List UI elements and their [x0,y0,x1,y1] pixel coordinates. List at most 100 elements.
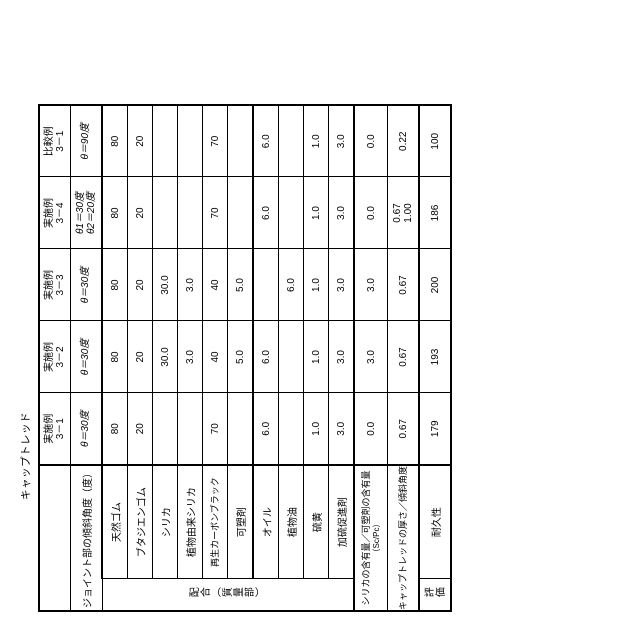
cell: 0.0 [354,176,388,249]
cell: 20 [127,320,153,393]
cell: 0.67 [387,248,419,321]
cell [227,392,253,465]
angle-value-2: θ＝30度 [70,248,102,321]
column-header-number-1: 3－2 [55,346,66,368]
table-row: シリカ 30.0 30.0 [152,104,178,611]
row-label: 植物由来シリカ [177,464,203,579]
table-row: オイル 6.0 6.0 6.0 6.0 [253,104,279,611]
row-label: ブタジエンゴム [127,464,153,579]
cell: 3.0 [177,248,203,321]
cell: 3.0 [177,320,203,393]
cell: 70 [202,392,228,465]
column-header-1: 実施例 3－2 [39,320,71,393]
cell: 40 [202,248,228,321]
column-header-0: 実施例 3－1 [39,392,71,465]
table-row: 配合（質量部） 天然ゴム 80 80 80 80 80 [102,104,354,611]
cell: 0.67 [387,320,419,393]
row-label: オイル [253,464,279,579]
angle-value-4: θ＝90度 [70,104,102,177]
cell: 0.0 [354,104,388,177]
group-label-evaluation: 評価 [419,578,451,611]
cell [152,392,178,465]
cell: 70 [202,104,228,177]
row-label: 再生カーボンブラック [202,464,228,579]
row-label-silica-plasticizer-ratio-line1: シリカの含有量／可塑剤の含有量 [360,470,371,606]
column-header-number-0: 3－1 [55,418,66,440]
cell: 80 [102,392,128,465]
row-label: シリカ [152,464,178,579]
row-label-thickness-angle-ratio: キャップトレッドの厚さ／傾斜角度 [387,464,419,611]
cell: 40 [202,320,228,393]
cell: 3.0 [354,248,388,321]
angle-value-3-line1: θ1＝30度 [74,191,86,235]
cell [278,392,304,465]
table-row: 植物油 6.0 [278,104,304,611]
cell [227,104,253,177]
cell: 100 [419,104,451,177]
cell: 20 [127,248,153,321]
cell: 1.0 [303,392,329,465]
cell [177,392,203,465]
table-header-row-names: 実施例 3－1 実施例 3－2 実施例 [39,104,71,611]
cell: 0.0 [354,392,388,465]
table-row: 可塑剤 5.0 5.0 [227,104,253,611]
cell: 1.0 [303,104,329,177]
cell: 6.0 [253,392,279,465]
column-header-name-4: 比較例 [43,126,55,157]
header-corner-blank [39,464,71,611]
cell: 80 [102,176,128,249]
column-header-3: 実施例 3－4 [39,176,71,249]
angle-value-3: θ1＝30度 θ2＝20度 [70,176,102,249]
column-header-4: 比較例 3－1 [39,104,71,177]
group-label-evaluation-text: 評価 [424,588,446,600]
cell: 80 [102,248,128,321]
angle-value-3-line2: θ2＝20度 [86,191,97,235]
cell: 1.0 [303,248,329,321]
row-label-silica-plasticizer-ratio: シリカの含有量／可塑剤の含有量 （Sc/Pc） [354,464,388,611]
cell: 5.0 [227,320,253,393]
cell: 0.67 [387,392,419,465]
cell: 6.0 [253,104,279,177]
cell: 70 [202,176,228,249]
row-label: 耐久性 [419,464,451,579]
table-title: キャップトレッド [20,412,32,500]
table-row: キャップトレッドの厚さ／傾斜角度 0.67 0.67 0.67 0.67 1.0… [387,104,419,611]
cell [152,176,178,249]
row-label-silica-plasticizer-ratio-line2: （Sc/Pc） [372,519,381,557]
cell: 200 [419,248,451,321]
group-label-compound-text: 配合（質量部） [189,588,267,600]
row-label-joint-angle: ジョイント部の傾斜角度（度） [70,464,102,611]
table-row: 再生カーボンブラック 70 40 40 70 70 [202,104,228,611]
cell [177,104,203,177]
cell: 30.0 [152,320,178,393]
cell: 1.0 [303,320,329,393]
angle-value-0: θ＝30度 [70,392,102,465]
cell: 20 [127,392,153,465]
cell: 3.0 [354,320,388,393]
cell [177,176,203,249]
cell [227,176,253,249]
cell: 193 [419,320,451,393]
cell: 80 [102,104,128,177]
column-header-number-3: 3－4 [55,202,66,224]
row-label: 加硫促進剤 [328,464,354,579]
table-row: ブタジエンゴム 20 20 20 20 20 [127,104,153,611]
table-row: 評価 耐久性 179 193 200 186 100 [419,104,451,611]
cell: 3.0 [328,248,354,321]
cell [152,104,178,177]
cell: 6.0 [253,176,279,249]
column-header-name-2: 実施例 [43,269,55,300]
cell [278,104,304,177]
specimen-comparison-table: 実施例 3－1 実施例 3－2 実施例 [38,103,452,612]
cell: 5.0 [227,248,253,321]
column-header-name-0: 実施例 [43,413,55,444]
cell: 0.22 [387,104,419,177]
cell: 3.0 [328,392,354,465]
cell: 80 [102,320,128,393]
table-row: シリカの含有量／可塑剤の含有量 （Sc/Pc） 0.0 3.0 3.0 0.0 … [354,104,388,611]
cell [253,248,279,321]
row-label: 可塑剤 [227,464,253,579]
cell: 3.0 [328,320,354,393]
